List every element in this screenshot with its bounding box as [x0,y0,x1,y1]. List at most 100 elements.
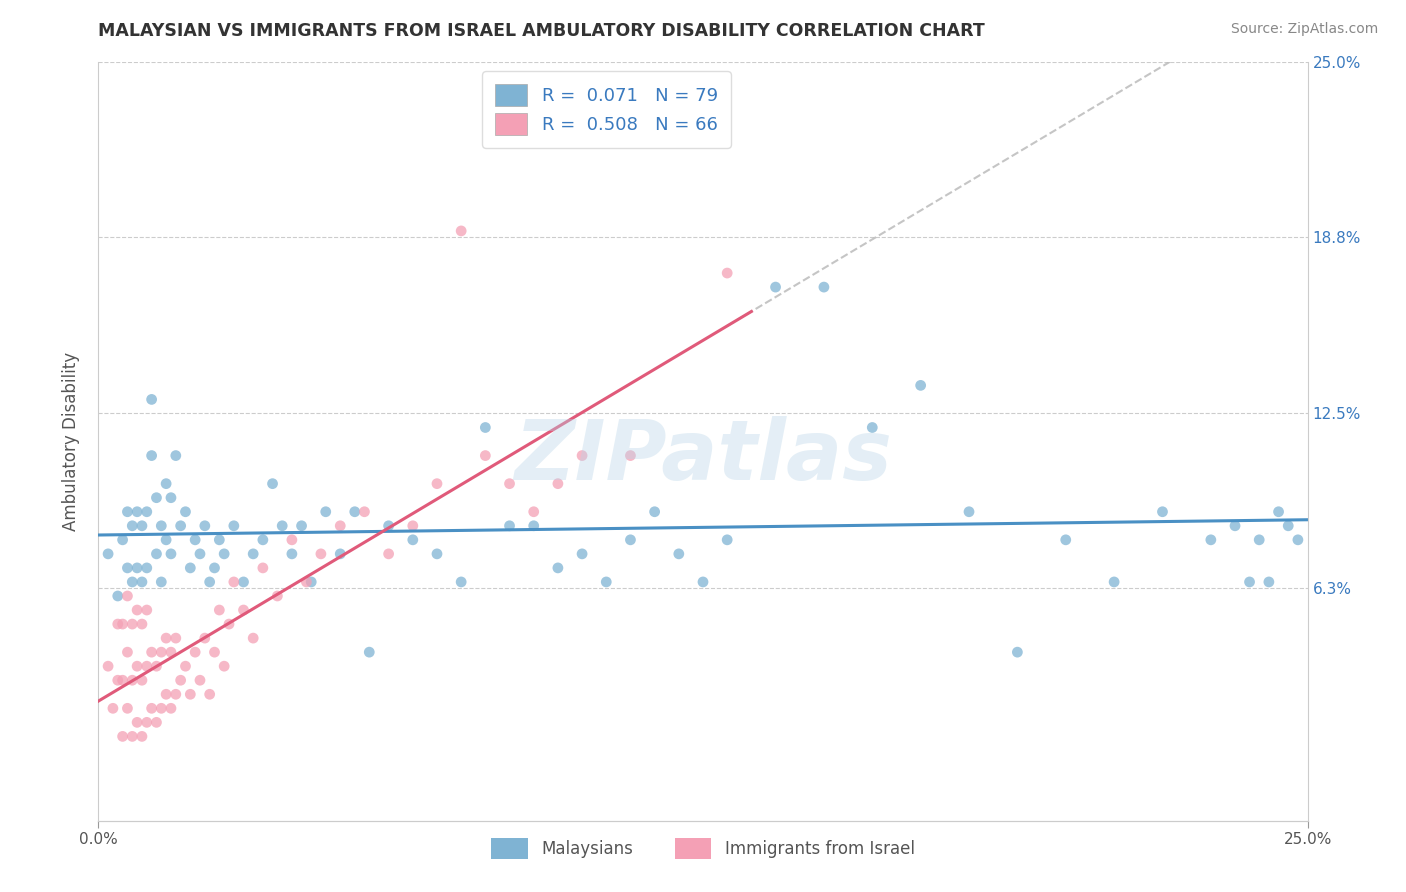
Point [252,561,274,575]
Point [860,420,883,434]
Point [135,561,157,575]
Point [169,673,191,688]
Point [127,505,149,519]
Point [668,547,690,561]
Point [547,561,569,575]
Point [271,518,294,533]
Point [1152,505,1174,519]
Point [571,449,593,463]
Point [204,645,226,659]
Point [765,280,787,294]
Point [111,673,134,688]
Point [252,533,274,547]
Point [426,547,449,561]
Point [127,659,149,673]
Point [571,547,593,561]
Point [474,420,496,434]
Point [523,518,546,533]
Point [117,561,139,575]
Point [135,603,157,617]
Point [1257,574,1279,589]
Point [1102,574,1125,589]
Point [1249,533,1271,547]
Point [547,476,569,491]
Point [281,547,304,561]
Point [160,645,183,659]
Point [155,476,177,491]
Point [498,476,520,491]
Point [523,505,546,519]
Point [619,449,641,463]
Point [377,547,399,561]
Point [359,645,381,659]
Point [121,730,143,744]
Point [198,687,221,701]
Point [111,533,134,547]
Point [402,533,425,547]
Point [315,505,337,519]
Point [127,561,149,575]
Point [107,589,129,603]
Point [135,505,157,519]
Point [716,266,738,280]
Point [117,701,139,715]
Point [295,574,318,589]
Point [1199,533,1222,547]
Point [160,701,183,715]
Point [1007,645,1029,659]
Point [353,505,375,519]
Point [329,518,352,533]
Point [184,645,207,659]
Point [1239,574,1261,589]
Point [160,491,183,505]
Point [644,505,666,519]
Point [281,533,304,547]
Point [377,518,399,533]
Point [242,631,264,645]
Point [131,673,153,688]
Point [474,449,496,463]
Point [165,631,187,645]
Point [145,491,167,505]
Text: ZIPatlas: ZIPatlas [515,417,891,497]
Point [145,659,167,673]
Point [188,547,211,561]
Point [169,518,191,533]
Point [165,449,187,463]
Point [619,533,641,547]
Point [194,631,217,645]
Point [204,561,226,575]
Point [141,645,163,659]
Point [208,533,231,547]
Point [131,574,153,589]
Point [155,631,177,645]
Point [174,659,197,673]
Point [242,547,264,561]
Point [141,392,163,407]
Point [208,603,231,617]
Point [343,505,366,519]
Point [155,687,177,701]
Point [1223,518,1246,533]
Point [145,547,167,561]
Point [498,518,520,533]
Point [127,603,149,617]
Point [141,449,163,463]
Point [813,280,835,294]
Point [121,574,143,589]
Point [121,518,143,533]
Point [262,476,284,491]
Point [218,617,240,632]
Point [117,589,139,603]
Point [131,518,153,533]
Point [141,701,163,715]
Point [222,574,245,589]
Point [127,715,149,730]
Point [1054,533,1077,547]
Point [910,378,932,392]
Point [97,547,120,561]
Point [309,547,332,561]
Point [198,574,221,589]
Point [329,547,352,561]
Point [101,701,124,715]
